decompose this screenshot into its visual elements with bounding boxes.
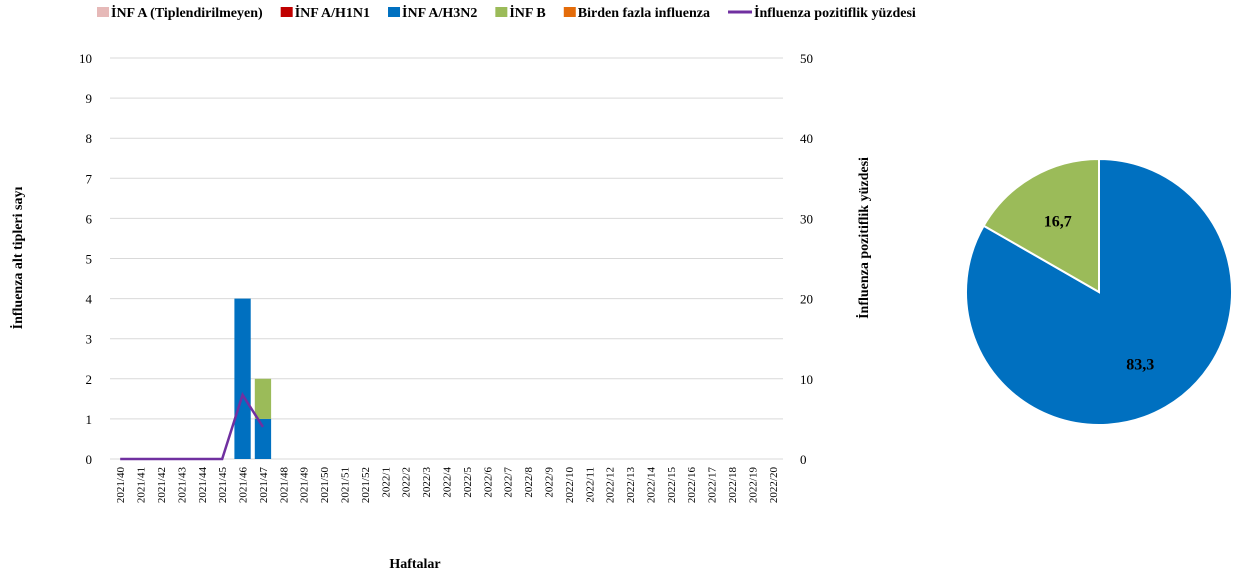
- x-tick-label: 2021/45: [217, 467, 229, 504]
- y-tick-label: 10: [79, 51, 92, 66]
- pie-slice: [982, 157, 1100, 294]
- x-tick-label: 2021/43: [176, 467, 188, 504]
- legend-label: İNF A (Tiplendirilmeyen): [111, 4, 263, 21]
- legend-label: İNF A/H1N1: [295, 4, 370, 21]
- x-tick-label: 2022/17: [707, 467, 719, 504]
- y2-tick-label: 20: [800, 292, 813, 307]
- y-tick-label: 6: [86, 211, 93, 226]
- y-tick-label: 1: [86, 412, 93, 427]
- y2-tick-label: 40: [800, 131, 813, 146]
- x-tick-label: 2022/15: [666, 467, 678, 504]
- y-axis-title: İnfluenza alt tipleri sayı: [9, 187, 26, 330]
- legend-swatch: [563, 7, 576, 17]
- x-tick-label: 2022/19: [747, 467, 759, 504]
- legend-label: İnfluenza pozitiflik yüzdesi: [754, 4, 916, 21]
- x-tick-label: 2022/6: [482, 467, 494, 498]
- x-tick-label: 2021/42: [156, 467, 168, 503]
- legend-swatch: [280, 7, 293, 17]
- x-tick-label: 2022/11: [584, 467, 596, 503]
- x-tick-label: 2022/1: [380, 467, 392, 498]
- x-tick-label: 2022/8: [523, 467, 535, 498]
- x-tick-label: 2021/40: [115, 467, 127, 504]
- x-tick-label: 2022/2: [401, 467, 413, 498]
- x-tick-label: 2021/48: [278, 467, 290, 504]
- x-tick-label: 2022/12: [605, 467, 617, 503]
- x-tick-label: 2022/14: [645, 467, 657, 504]
- x-tick-label: 2022/9: [543, 467, 555, 498]
- y-tick-label: 0: [86, 452, 93, 467]
- y-tick-label: 4: [86, 292, 93, 307]
- x-axis-title: Haftalar: [389, 557, 440, 572]
- y2-tick-label: 30: [800, 211, 813, 226]
- y-tick-label: 7: [86, 171, 93, 186]
- x-tick-label: 2022/7: [503, 467, 515, 498]
- bar: [254, 418, 272, 459]
- y-tick-label: 2: [86, 372, 93, 387]
- x-tick-label: 2022/16: [686, 467, 698, 504]
- x-tick-label: 2022/10: [564, 467, 576, 504]
- line: [120, 391, 265, 461]
- x-tick-label: 2021/49: [299, 467, 311, 504]
- y-tick-label: 3: [86, 332, 93, 347]
- x-tick-label: 2022/3: [421, 467, 433, 498]
- x-tick-label: 2022/20: [768, 467, 780, 504]
- bar: [234, 298, 251, 459]
- x-tick-label: 2021/50: [319, 467, 331, 504]
- x-tick-label: 2021/52: [360, 467, 372, 503]
- y2-axis-title: İnfluenza pozitiflik yüzdesi: [855, 157, 872, 319]
- legend-swatch: [388, 7, 401, 17]
- x-tick-label: 2021/41: [136, 467, 148, 503]
- x-tick-label: 2022/5: [462, 467, 474, 498]
- legend-label: Birden fazla influenza: [578, 6, 710, 21]
- y2-tick-label: 0: [800, 452, 807, 467]
- x-tick-label: 2022/18: [727, 467, 739, 504]
- y-tick-label: 8: [86, 131, 93, 146]
- x-tick-label: 2021/51: [340, 467, 352, 503]
- y-tick-label: 5: [86, 252, 93, 267]
- y2-tick-label: 50: [800, 51, 813, 66]
- legend-swatch: [97, 7, 109, 17]
- y-tick-label: 9: [86, 91, 93, 106]
- legend-label: İNF A/H3N2: [402, 4, 477, 21]
- x-tick-label: 2022/4: [442, 467, 454, 498]
- bar: [254, 378, 272, 419]
- data-label: 83,3: [1126, 356, 1154, 373]
- y2-tick-label: 10: [800, 372, 813, 387]
- x-tick-label: 2021/47: [258, 467, 270, 504]
- legend-swatch: [495, 7, 508, 17]
- x-tick-label: 2021/44: [197, 467, 209, 504]
- data-label: 16,7: [1044, 214, 1072, 231]
- legend-label: İNF B: [509, 4, 545, 21]
- x-tick-label: 2022/13: [625, 467, 637, 504]
- x-tick-label: 2021/46: [238, 467, 250, 504]
